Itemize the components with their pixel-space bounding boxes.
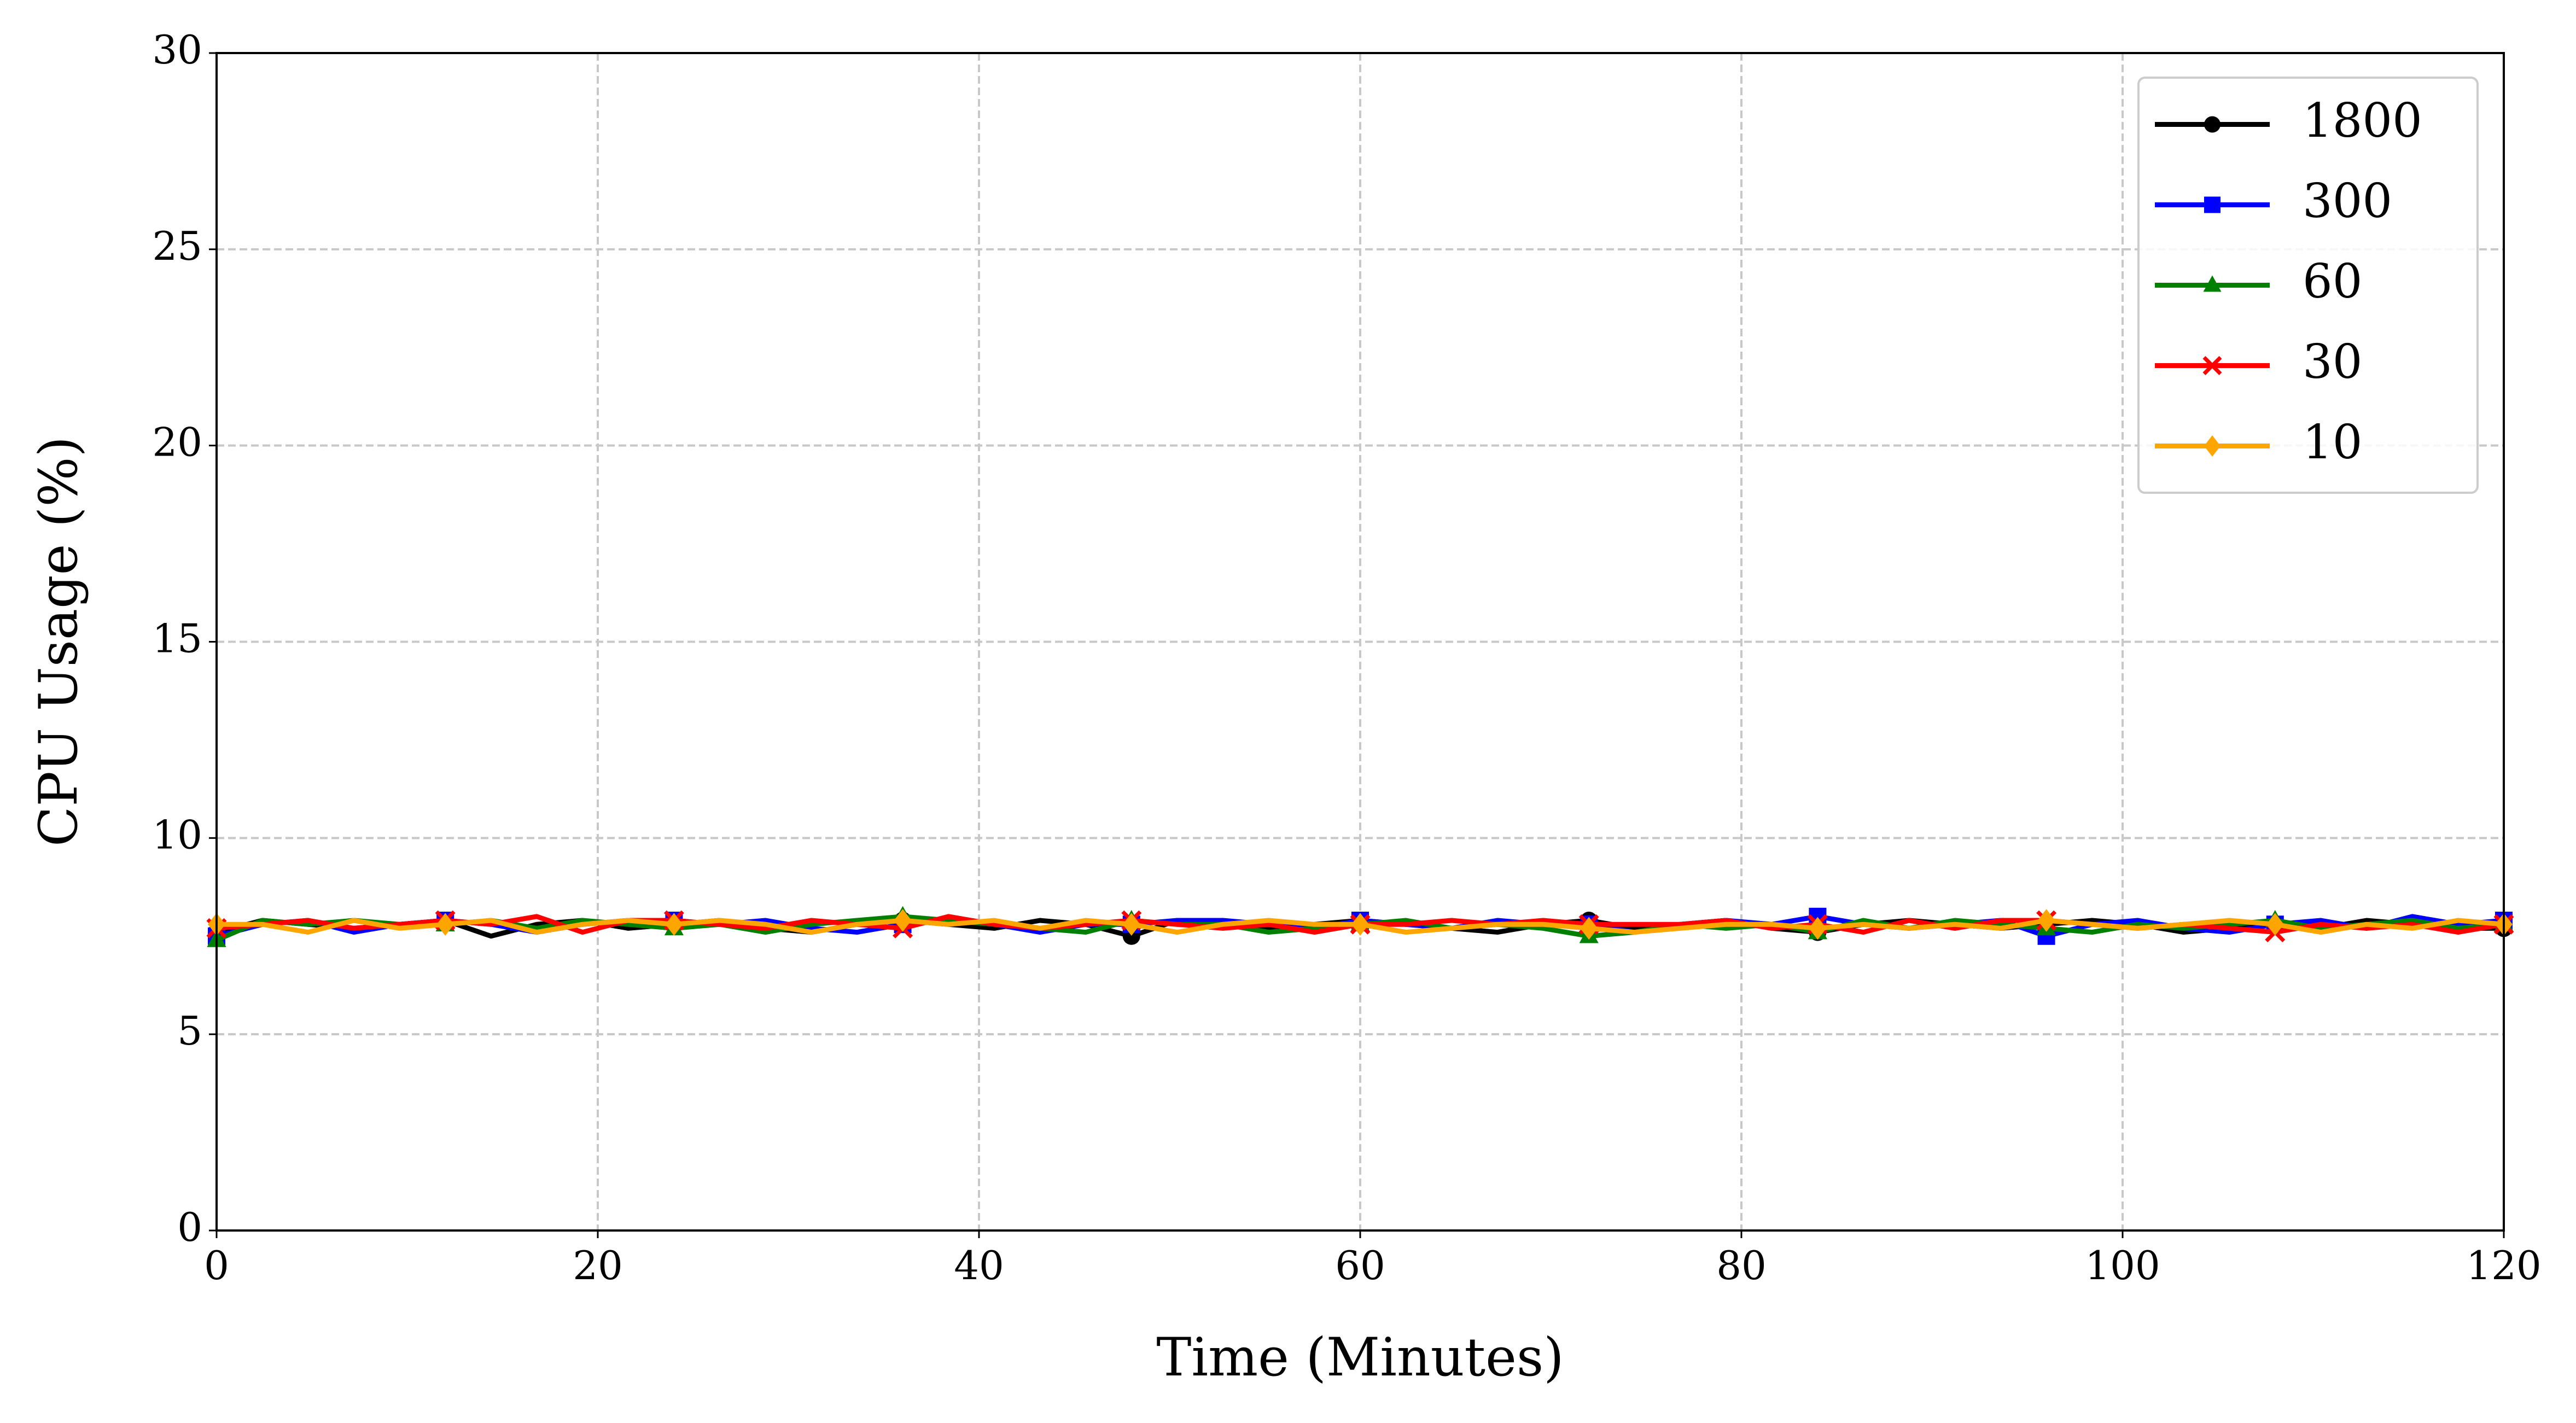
x-tick-label: 60	[1335, 1243, 1385, 1288]
marker	[2266, 913, 2284, 936]
legend-label: 30	[2303, 335, 2362, 389]
x-tick-label: 80	[1716, 1243, 1767, 1288]
marker	[1809, 917, 1827, 940]
marker	[2037, 909, 2055, 932]
marker	[1351, 913, 1369, 936]
marker	[665, 913, 683, 936]
legend-label: 1800	[2303, 94, 2422, 148]
y-tick-label: 25	[152, 223, 202, 269]
marker	[436, 913, 454, 936]
marker	[894, 909, 912, 932]
x-tick-label: 120	[2466, 1243, 2541, 1288]
legend-box	[2137, 77, 2479, 494]
legend-label: 10	[2303, 415, 2362, 470]
legend-label: 300	[2303, 174, 2392, 229]
y-tick-label: 10	[152, 812, 202, 858]
x-tick-label: 20	[573, 1243, 623, 1288]
legend-label: 60	[2303, 254, 2362, 309]
plot-frame	[215, 52, 2505, 1232]
y-axis-label: CPU Usage (%)	[28, 436, 89, 847]
x-tick-label: 100	[2085, 1243, 2160, 1288]
x-tick-label: 40	[954, 1243, 1004, 1288]
x-axis-label: Time (Minutes)	[1156, 1327, 1564, 1388]
marker	[1122, 913, 1140, 936]
y-tick-label: 15	[152, 616, 202, 662]
marker	[2203, 275, 2222, 292]
x-tick-label: 0	[204, 1243, 229, 1288]
y-tick-label: 5	[177, 1008, 202, 1054]
marker	[2204, 196, 2221, 213]
y-tick-label: 20	[152, 419, 202, 465]
marker	[1580, 917, 1598, 940]
marker	[2204, 116, 2221, 133]
y-tick-label: 0	[177, 1204, 202, 1250]
marker	[2202, 356, 2222, 375]
marker	[2204, 435, 2221, 457]
y-tick-label: 30	[152, 27, 202, 73]
